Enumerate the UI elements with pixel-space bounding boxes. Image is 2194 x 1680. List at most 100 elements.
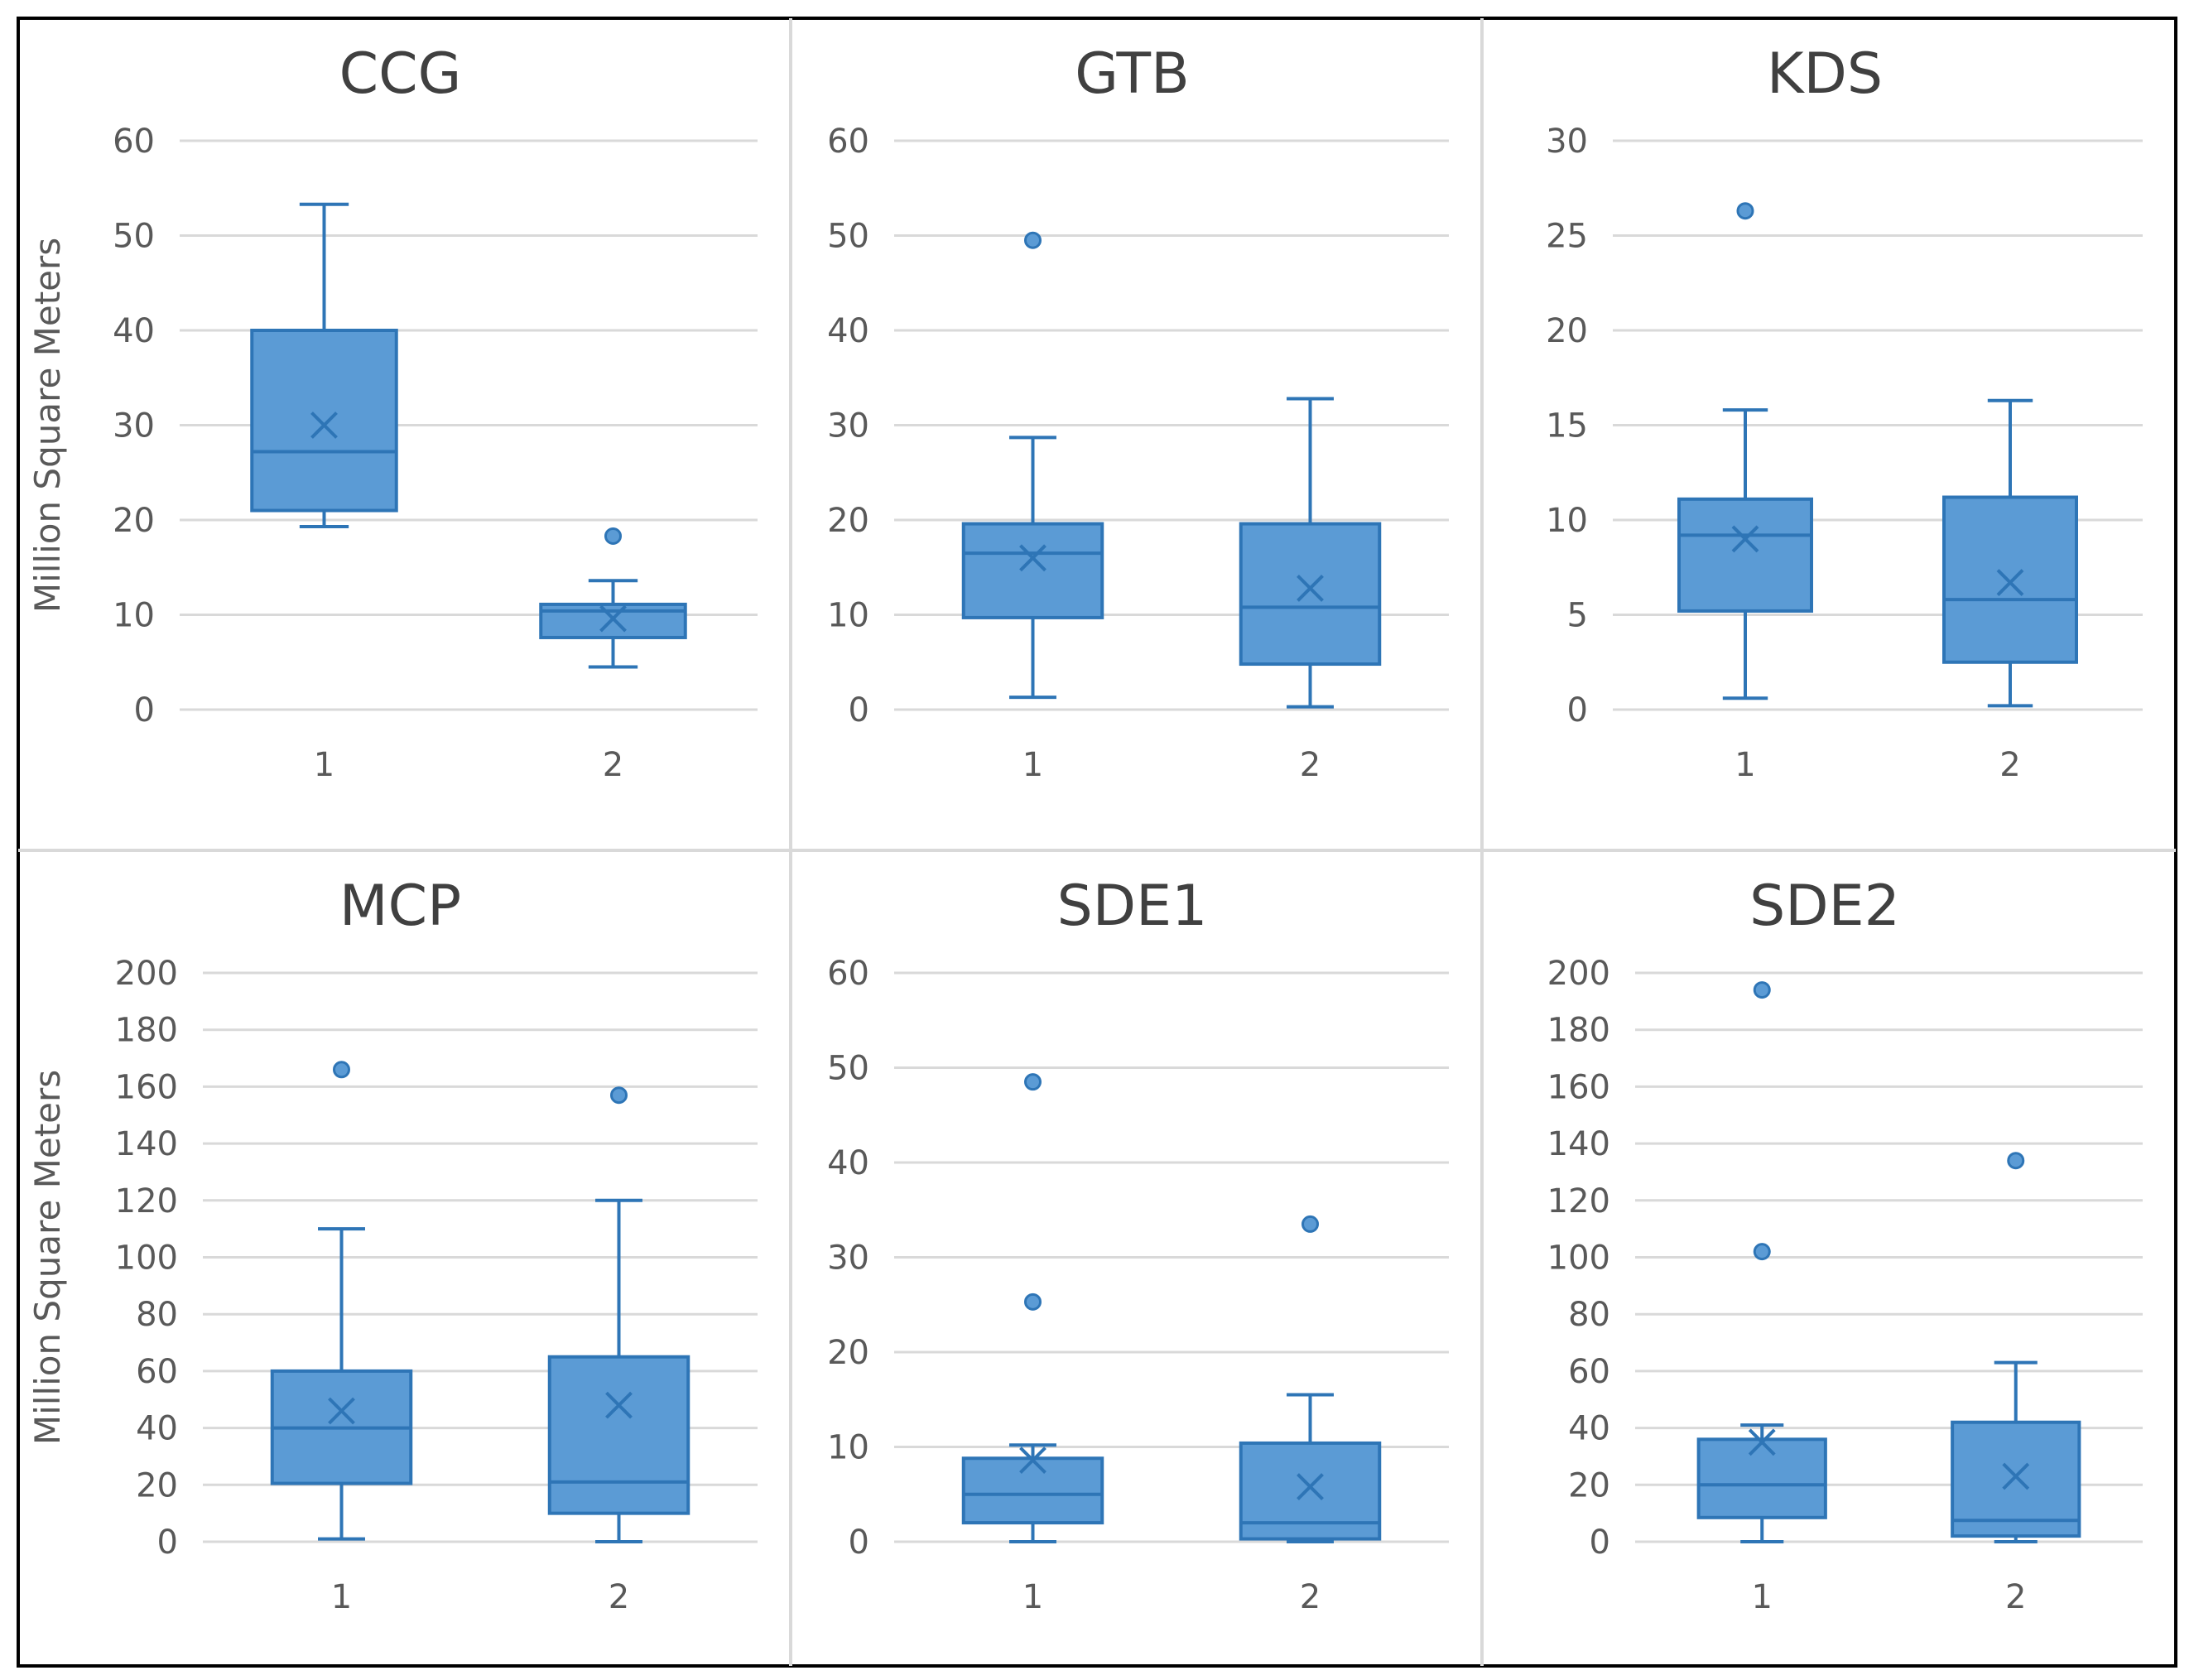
panel-title: SDE1 [1057, 874, 1208, 939]
panel-sde2: SDE2 0 20 40 60 80 100 120 140 160 180 200 1 2 [1547, 874, 2143, 1616]
y-tick-label: 30 [113, 407, 155, 445]
outlier-point [1024, 231, 1042, 249]
y-tick-label: 0 [1567, 691, 1588, 729]
iqr-box [547, 1355, 690, 1515]
y-tick-label: 180 [115, 1012, 178, 1050]
outlier-point [333, 1061, 350, 1079]
y-tick-label: 0 [134, 691, 155, 729]
y-tick-label: 50 [827, 1050, 869, 1088]
y-tick-label: 160 [1547, 1068, 1610, 1106]
panel-title: SDE2 [1749, 874, 1900, 939]
y-tick-label: 20 [827, 502, 869, 540]
y-tick-label: 200 [1547, 955, 1610, 993]
y-tick-label: 20 [1546, 312, 1588, 350]
mean-marker [1297, 575, 1324, 602]
y-axis-label: Million Square Meters [27, 1070, 68, 1445]
mean-marker [328, 1397, 355, 1425]
mean-marker [1019, 544, 1046, 572]
panel-title: MCP [339, 874, 461, 939]
y-tick-label: 180 [1547, 1012, 1610, 1050]
iqr-box [1677, 497, 1813, 613]
outlier-point [1024, 1292, 1042, 1311]
panel-title: KDS [1767, 41, 1883, 107]
panel-ccg: CCG 0 10 20 30 40 50 60 Million Square Meters 1 2 [27, 41, 758, 784]
panel-gtb: GTB 0 10 20 30 40 50 60 1 2 [827, 41, 1449, 784]
y-tick-label: 60 [136, 1353, 178, 1391]
panel-mcp: MCP 0 20 40 60 80 100 120 140 160 180 200 Million Sq… [27, 874, 758, 1616]
iqr-box [250, 329, 398, 513]
x-category-label: 1 [331, 1578, 352, 1616]
y-tick-label: 100 [1547, 1240, 1610, 1278]
iqr-box [961, 522, 1104, 619]
y-tick-label: 20 [136, 1466, 178, 1504]
y-tick-label: 5 [1567, 597, 1588, 635]
y-tick-label: 0 [849, 691, 869, 729]
y-tick-label: 0 [157, 1524, 178, 1562]
mean-marker [1731, 525, 1759, 553]
x-category-label: 1 [1735, 746, 1755, 784]
outlier-point [1736, 202, 1754, 220]
box-1: 1 [1677, 202, 1813, 784]
y-tick-label: 10 [113, 597, 155, 635]
y-tick-label: 30 [827, 1240, 869, 1278]
outlier-point [1753, 1243, 1771, 1261]
mean-marker [599, 604, 627, 633]
mean-marker [1019, 1447, 1046, 1474]
outlier-point [2007, 1152, 2025, 1170]
y-tick-label: 40 [827, 312, 869, 350]
y-tick-label: 40 [113, 312, 155, 350]
y-tick-label: 30 [827, 407, 869, 445]
y-tick-label: 40 [827, 1144, 869, 1182]
box-2: 2 [1239, 397, 1382, 784]
y-tick-label: 10 [1546, 502, 1588, 540]
box-2: 2 [539, 527, 687, 784]
y-tick-label: 120 [115, 1182, 178, 1220]
y-tick-label: 25 [1546, 218, 1588, 256]
iqr-box [539, 602, 687, 639]
x-category-label: 2 [609, 1578, 629, 1616]
x-category-label: 2 [603, 746, 623, 784]
outlier-point [1753, 981, 1771, 999]
y-tick-label: 200 [115, 955, 178, 993]
outlier-point [610, 1086, 628, 1105]
box-1: 1 [270, 1061, 413, 1616]
iqr-box [961, 1456, 1104, 1525]
y-tick-label: 60 [113, 123, 155, 161]
y-tick-label: 20 [113, 502, 155, 540]
x-category-label: 2 [1300, 746, 1321, 784]
outlier-point [1301, 1215, 1319, 1233]
y-tick-label: 0 [1590, 1524, 1610, 1562]
outlier-point [1024, 1073, 1042, 1091]
y-tick-label: 30 [1546, 123, 1588, 161]
y-tick-label: 100 [115, 1240, 178, 1278]
y-tick-label: 10 [827, 597, 869, 635]
y-tick-label: 120 [1547, 1182, 1610, 1220]
x-category-label: 1 [1022, 1578, 1043, 1616]
x-category-label: 1 [1752, 1578, 1773, 1616]
iqr-box [1696, 1437, 1827, 1519]
mean-marker [1748, 1428, 1776, 1456]
mean-marker [605, 1391, 633, 1419]
box-2: 2 [1951, 1152, 2081, 1616]
y-tick-label: 60 [1568, 1353, 1610, 1391]
figure-frame [17, 17, 2177, 1668]
y-tick-label: 40 [136, 1410, 178, 1448]
x-category-label: 1 [314, 746, 334, 784]
y-tick-label: 60 [827, 955, 869, 993]
mean-marker [310, 412, 338, 439]
y-tick-label: 50 [827, 218, 869, 256]
iqr-box [1951, 1420, 2081, 1538]
x-category-label: 2 [2005, 1578, 2026, 1616]
panel-title: CCG [339, 41, 462, 107]
y-tick-label: 20 [1568, 1466, 1610, 1504]
mean-marker [1297, 1473, 1324, 1501]
iqr-box [1239, 1441, 1382, 1541]
panel-title: GTB [1075, 41, 1189, 107]
outlier-point [604, 527, 622, 545]
mean-marker [1996, 569, 2024, 596]
y-tick-label: 80 [136, 1296, 178, 1334]
panel-sde1: SDE1 0 10 20 30 40 50 60 1 2 [827, 874, 1449, 1616]
x-category-label: 2 [1300, 1578, 1321, 1616]
y-tick-label: 0 [849, 1524, 869, 1562]
